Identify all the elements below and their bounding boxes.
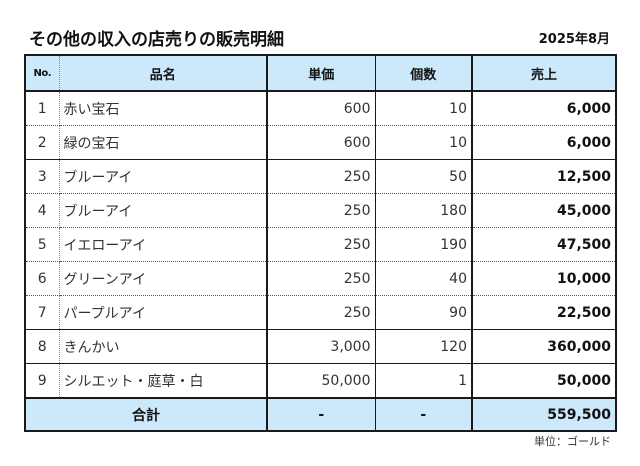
column-header-name: 品名 xyxy=(59,55,268,92)
row-no: 8 xyxy=(25,329,60,364)
row-sales: 360,000 xyxy=(472,329,617,364)
column-header-unit-price: 単価 xyxy=(267,55,376,92)
page-title: その他の収入の店売りの販売明細 xyxy=(29,30,284,50)
sales-detail-table: No. 品名 単価 個数 売上 1 赤い宝石 600 10 6,000 2 緑の… xyxy=(24,54,617,432)
row-unit-price: 250 xyxy=(267,227,376,262)
row-unit-price: 600 xyxy=(267,125,376,160)
total-sales: 559,500 xyxy=(472,398,617,431)
total-unit-price: - xyxy=(267,398,376,431)
column-header-sales: 売上 xyxy=(472,55,617,92)
row-unit-price: 600 xyxy=(267,91,376,126)
row-name: シルエット・庭草・白 xyxy=(59,363,268,399)
row-quantity: 90 xyxy=(375,295,473,330)
table-row: 1 赤い宝石 600 10 6,000 xyxy=(25,91,617,126)
row-name: 緑の宝石 xyxy=(59,125,268,160)
table-row: 8 きんかい 3,000 120 360,000 xyxy=(25,329,617,364)
row-sales: 45,000 xyxy=(472,193,617,228)
row-name: ブルーアイ xyxy=(59,159,268,194)
row-unit-price: 3,000 xyxy=(267,329,376,364)
row-quantity: 190 xyxy=(375,227,473,262)
column-header-no: No. xyxy=(25,55,60,92)
table-row: 9 シルエット・庭草・白 50,000 1 50,000 xyxy=(25,363,617,399)
total-label: 合計 xyxy=(25,398,268,431)
row-quantity: 50 xyxy=(375,159,473,194)
table-row: 7 パープルアイ 250 90 22,500 xyxy=(25,295,617,330)
row-sales: 47,500 xyxy=(472,227,617,262)
report-date: 2025年8月 xyxy=(538,32,610,47)
row-quantity: 10 xyxy=(375,125,473,160)
row-no: 9 xyxy=(25,363,60,399)
row-no: 7 xyxy=(25,295,60,330)
table-row: 4 ブルーアイ 250 180 45,000 xyxy=(25,193,617,228)
row-sales: 6,000 xyxy=(472,125,617,160)
row-no: 4 xyxy=(25,193,60,228)
row-sales: 6,000 xyxy=(472,91,617,126)
row-no: 5 xyxy=(25,227,60,262)
table-row: 2 緑の宝石 600 10 6,000 xyxy=(25,125,617,160)
row-unit-price: 50,000 xyxy=(267,363,376,399)
row-sales: 12,500 xyxy=(472,159,617,194)
row-sales: 22,500 xyxy=(472,295,617,330)
table-header-row: No. 品名 単価 個数 売上 xyxy=(25,55,617,92)
row-name: ブルーアイ xyxy=(59,193,268,228)
row-unit-price: 250 xyxy=(267,295,376,330)
row-name: 赤い宝石 xyxy=(59,91,268,126)
row-sales: 50,000 xyxy=(472,363,617,399)
row-no: 1 xyxy=(25,91,60,126)
table-row: 3 ブルーアイ 250 50 12,500 xyxy=(25,159,617,194)
row-unit-price: 250 xyxy=(267,193,376,228)
total-row: 合計 - - 559,500 xyxy=(25,398,617,431)
row-unit-price: 250 xyxy=(267,261,376,296)
table-row: 5 イエローアイ 250 190 47,500 xyxy=(25,227,617,262)
row-name: パープルアイ xyxy=(59,295,268,330)
total-quantity: - xyxy=(375,398,473,431)
row-quantity: 10 xyxy=(375,91,473,126)
row-quantity: 120 xyxy=(375,329,473,364)
row-name: きんかい xyxy=(59,329,268,364)
row-no: 6 xyxy=(25,261,60,296)
row-unit-price: 250 xyxy=(267,159,376,194)
table-row: 6 グリーンアイ 250 40 10,000 xyxy=(25,261,617,296)
row-name: イエローアイ xyxy=(59,227,268,262)
row-no: 3 xyxy=(25,159,60,194)
row-sales: 10,000 xyxy=(472,261,617,296)
row-quantity: 40 xyxy=(375,261,473,296)
row-name: グリーンアイ xyxy=(59,261,268,296)
row-quantity: 1 xyxy=(375,363,473,399)
unit-note: 単位：ゴールド xyxy=(534,435,611,448)
row-no: 2 xyxy=(25,125,60,160)
column-header-quantity: 個数 xyxy=(375,55,473,92)
row-quantity: 180 xyxy=(375,193,473,228)
